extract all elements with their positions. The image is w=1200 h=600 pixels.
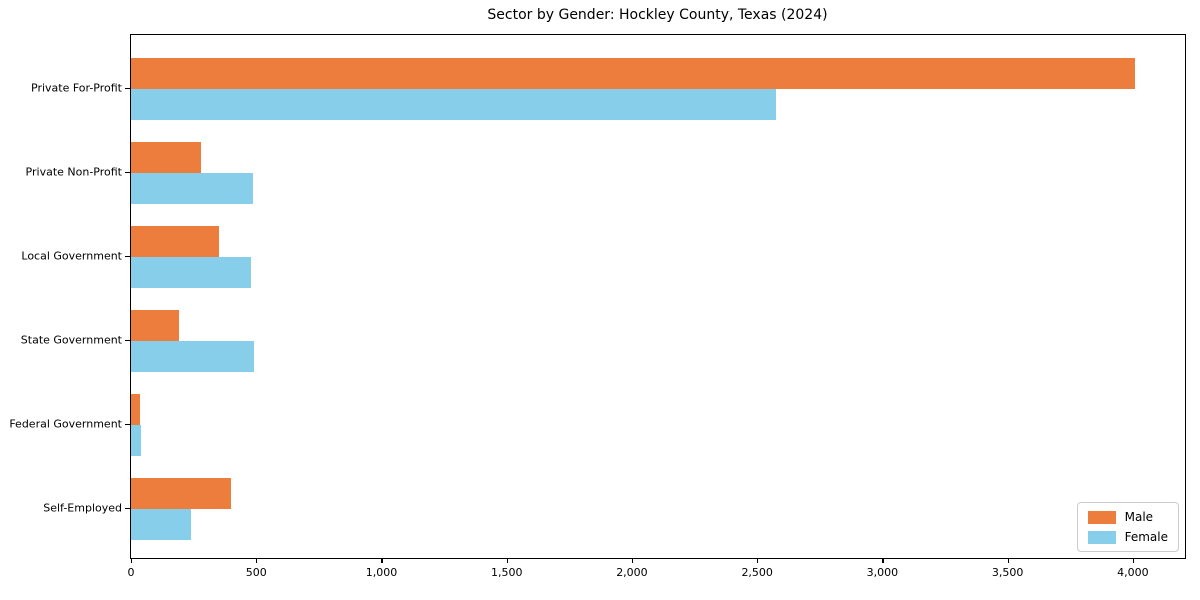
chart-title: Sector by Gender: Hockley County, Texas … bbox=[487, 7, 828, 23]
y-tick-mark bbox=[125, 339, 130, 341]
y-tick-mark bbox=[125, 255, 130, 257]
legend-item-male: Male bbox=[1087, 510, 1168, 524]
legend-label-female: Female bbox=[1124, 530, 1168, 544]
bar-male-3 bbox=[131, 226, 219, 257]
legend-swatch-male bbox=[1087, 510, 1116, 524]
x-tick-label: 2,000 bbox=[616, 566, 648, 579]
y-axis-label: Local Government bbox=[21, 249, 122, 263]
bar-female-1 bbox=[131, 89, 777, 120]
bar-male-6 bbox=[131, 478, 232, 509]
x-tick-mark bbox=[506, 558, 508, 563]
bar-female-6 bbox=[131, 509, 192, 540]
legend-item-female: Female bbox=[1087, 530, 1168, 544]
y-axis-label: Private For-Profit bbox=[31, 81, 122, 95]
y-tick-mark bbox=[125, 423, 130, 425]
x-tick-label: 0 bbox=[127, 566, 135, 579]
y-axis-label: Private Non-Profit bbox=[25, 165, 122, 179]
x-tick-label: 500 bbox=[245, 566, 267, 579]
x-tick-mark bbox=[381, 558, 383, 563]
bar-male-4 bbox=[131, 310, 179, 341]
legend: Male Female bbox=[1076, 502, 1179, 552]
x-tick-label: 2,500 bbox=[741, 566, 773, 579]
bar-male-2 bbox=[131, 142, 201, 173]
y-tick-mark bbox=[125, 507, 130, 509]
plot-area: Male Female bbox=[130, 34, 1186, 559]
y-axis-label: Federal Government bbox=[9, 417, 122, 431]
x-tick-label: 3,000 bbox=[866, 566, 899, 579]
bar-female-4 bbox=[131, 341, 254, 372]
bar-male-5 bbox=[131, 394, 140, 425]
y-tick-mark bbox=[125, 171, 130, 173]
x-tick-label: 3,500 bbox=[991, 566, 1024, 579]
bar-female-2 bbox=[131, 173, 253, 204]
x-tick-label: 1,000 bbox=[365, 566, 398, 579]
x-tick-mark bbox=[631, 558, 634, 563]
legend-label-male: Male bbox=[1124, 510, 1154, 524]
x-tick-mark bbox=[1007, 558, 1009, 563]
legend-swatch-female bbox=[1087, 530, 1116, 544]
x-tick-mark bbox=[882, 558, 884, 563]
x-tick-label: 4,000 bbox=[1117, 566, 1149, 579]
bar-female-3 bbox=[131, 257, 251, 288]
y-axis-label: Self-Employed bbox=[43, 501, 122, 515]
x-tick-label: 1,500 bbox=[490, 566, 523, 579]
y-tick-mark bbox=[125, 87, 130, 89]
x-tick-mark bbox=[131, 558, 133, 563]
y-axis-label: State Government bbox=[20, 333, 122, 347]
x-tick-mark bbox=[757, 558, 759, 563]
x-tick-mark bbox=[1132, 558, 1135, 563]
bar-male-1 bbox=[131, 58, 1135, 89]
bar-female-5 bbox=[131, 425, 141, 456]
x-tick-mark bbox=[256, 558, 258, 563]
